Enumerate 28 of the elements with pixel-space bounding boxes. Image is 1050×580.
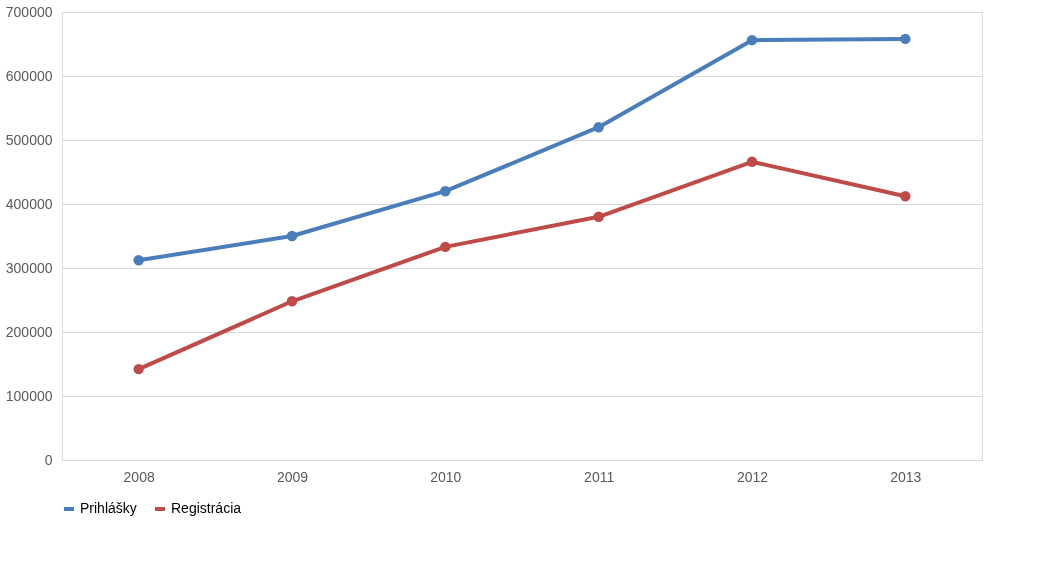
x-tick-label: 2011 [584, 468, 615, 485]
point [440, 185, 451, 197]
point [286, 230, 298, 242]
y-tick-label: 700000 [5, 3, 53, 20]
x-tick-label: 2009 [276, 468, 309, 485]
point [440, 241, 451, 253]
point [746, 156, 758, 167]
y-tick-label: 300000 [5, 259, 53, 276]
point [593, 121, 604, 133]
legend-label: Prihlášky [80, 500, 137, 516]
legend-label: Registrácia [171, 500, 242, 516]
y-tick-label: 100000 [5, 387, 53, 404]
point [593, 211, 604, 223]
x-tick-label: 2012 [736, 468, 769, 485]
y-tick-label: 200000 [5, 323, 53, 340]
y-tick-label: 400000 [5, 195, 53, 212]
point [900, 33, 911, 45]
y-tick-label: 0 [44, 451, 53, 468]
y-tick-label: 600000 [5, 67, 53, 84]
x-tick-label: 2013 [890, 468, 922, 485]
point [746, 34, 758, 46]
x-tick-label: 2008 [123, 468, 155, 485]
y-tick-label: 500000 [5, 131, 53, 148]
point [900, 191, 911, 202]
point [286, 296, 298, 307]
point [133, 255, 144, 266]
point [133, 363, 144, 375]
x-tick-label: 2010 [430, 468, 462, 485]
